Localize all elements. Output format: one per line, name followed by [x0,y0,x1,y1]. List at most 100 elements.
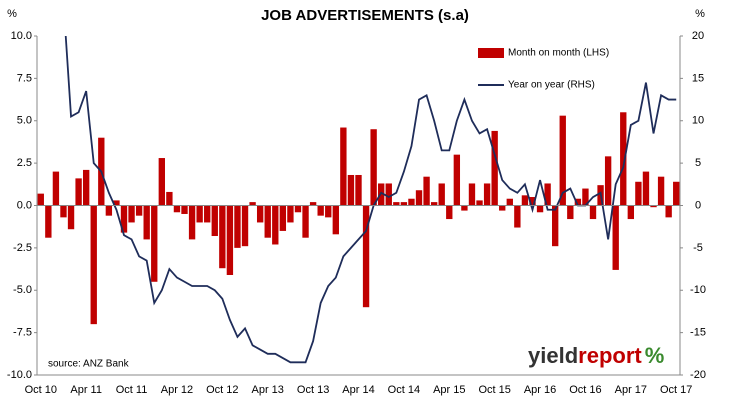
x-tick-label: Apr 12 [161,384,193,396]
bar [143,205,150,240]
bar [279,205,287,231]
x-tick-label: Oct 10 [25,384,57,396]
bar [60,205,67,218]
line [64,36,677,364]
source: source: ANZ Bank [48,359,130,370]
bar [256,205,264,223]
bar [52,171,60,206]
bar [294,205,302,213]
bar [567,205,574,220]
bar [234,205,241,248]
y2-tick-label: 5 [695,157,701,169]
bar [650,205,657,208]
bar [37,193,44,206]
bar [582,188,589,206]
bar [82,169,90,206]
plot [37,36,680,364]
x-tick-label: Oct 11 [116,384,148,396]
bar [90,205,97,325]
bar [400,202,408,206]
bar [67,205,75,230]
y-tick-label: -7.5 [13,327,32,339]
bar [241,205,249,247]
bar [461,205,468,211]
y2-tick-label: 15 [692,72,704,84]
bar [219,205,226,269]
bar [317,205,324,216]
y2-tick-label: 0 [695,199,701,211]
x-tick-label: Oct 15 [478,384,510,396]
y-tick-label: 7.5 [17,72,32,84]
logo-part: report [578,343,642,368]
y-tick-label: -10.0 [7,369,32,381]
bar [430,202,438,206]
bar [536,205,544,213]
bar [423,176,430,206]
bar [627,205,635,220]
bar [325,205,332,218]
bar [385,183,392,206]
x-tick-label: Oct 14 [388,384,420,396]
y2-tick-label: -5 [693,242,703,254]
legend-label: Year on year (RHS) [508,80,595,91]
bar [589,205,597,220]
bar [196,205,203,223]
bar [302,205,309,238]
y2-tick-label: 10 [692,115,704,127]
bar [673,181,680,206]
bar [657,176,665,206]
bar [181,205,188,214]
bar [612,205,619,270]
bar [166,191,173,206]
bar [309,202,317,206]
y-tick-label: 2.5 [17,157,32,169]
x-tick-label: Apr 16 [524,384,556,396]
bar [665,205,672,218]
bar [173,205,181,213]
bar [604,156,612,206]
bar [135,205,143,216]
bar [408,198,415,206]
bar [272,205,279,245]
x-tick-label: Apr 17 [615,384,647,396]
bar [188,205,196,240]
bar [514,205,521,228]
bar [151,205,158,282]
bar [332,205,339,235]
y-unit: % [7,8,17,20]
bar [370,129,377,206]
bar [105,205,113,216]
y2-unit: % [695,8,705,20]
bar [620,112,627,206]
logo-part: yield [528,343,578,368]
bar [211,205,218,237]
legend-label: Month on month (LHS) [508,48,609,59]
bar [204,205,211,223]
x-tick-label: Apr 15 [433,384,465,396]
bar [355,174,362,206]
bar [552,205,559,247]
bar [415,190,423,206]
y-tick-label: 10.0 [11,30,32,42]
bar [45,205,52,238]
bar [521,195,529,206]
bar [529,197,536,206]
x-tick-label: Oct 17 [660,384,692,396]
bar [559,115,566,206]
bar [506,198,513,206]
bar [158,158,165,206]
bar [438,183,445,206]
y-tick-label: 0.0 [17,199,32,211]
bar [340,127,347,206]
bar [468,183,476,206]
y-tick-label: -2.5 [13,242,32,254]
y2-tick-label: 20 [692,30,704,42]
bar [128,205,135,223]
x-tick-label: Oct 13 [297,384,329,396]
bar [347,174,355,206]
bar [75,178,82,206]
bar [446,205,453,220]
chart-title: JOB ADVERTISEMENTS (s.a) [261,7,469,24]
bar [264,205,271,238]
